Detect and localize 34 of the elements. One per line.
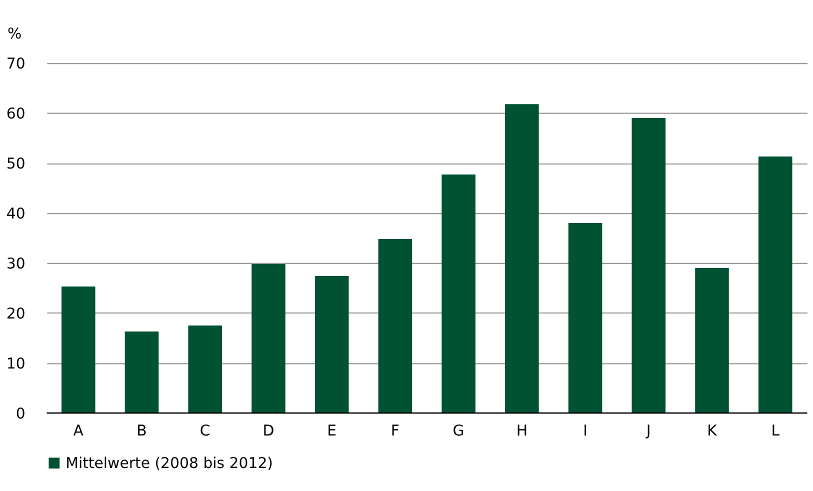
bar [695,268,729,413]
y-axis-title: % [7,24,22,43]
y-tick-label: 10 [6,354,26,372]
y-tick-label: 30 [6,254,26,272]
x-tick-label: A [73,421,84,440]
x-tick-label: C [200,421,210,440]
x-tick-label: E [327,421,337,440]
y-tick-label: 40 [6,204,26,222]
x-tick-label: B [136,421,147,440]
x-tick-label: K [707,421,718,440]
bar [378,239,412,413]
x-tick-label: F [390,421,400,440]
bar [314,276,349,413]
bar [188,325,222,413]
x-tick-label: D [262,421,274,440]
x-tick-label: H [516,421,528,440]
legend-label: Mittelwerte (2008 bis 2012) [66,454,273,472]
x-tick-label: I [583,421,588,440]
x-tick-label: G [452,421,464,440]
bar [505,104,539,413]
y-tick-label: 60 [6,104,26,123]
x-tick-label: L [771,421,780,440]
bar [124,331,159,413]
bar [442,174,476,413]
bar [758,156,792,413]
y-tick-label: 70 [6,54,26,73]
x-tick-label: J [645,421,651,440]
bar [632,118,666,413]
y-tick-label: 50 [6,154,26,173]
y-tick-label: 0 [16,404,26,422]
y-tick-label: 20 [6,304,26,322]
bar [252,264,286,413]
bar [568,223,602,413]
bar [61,286,96,413]
